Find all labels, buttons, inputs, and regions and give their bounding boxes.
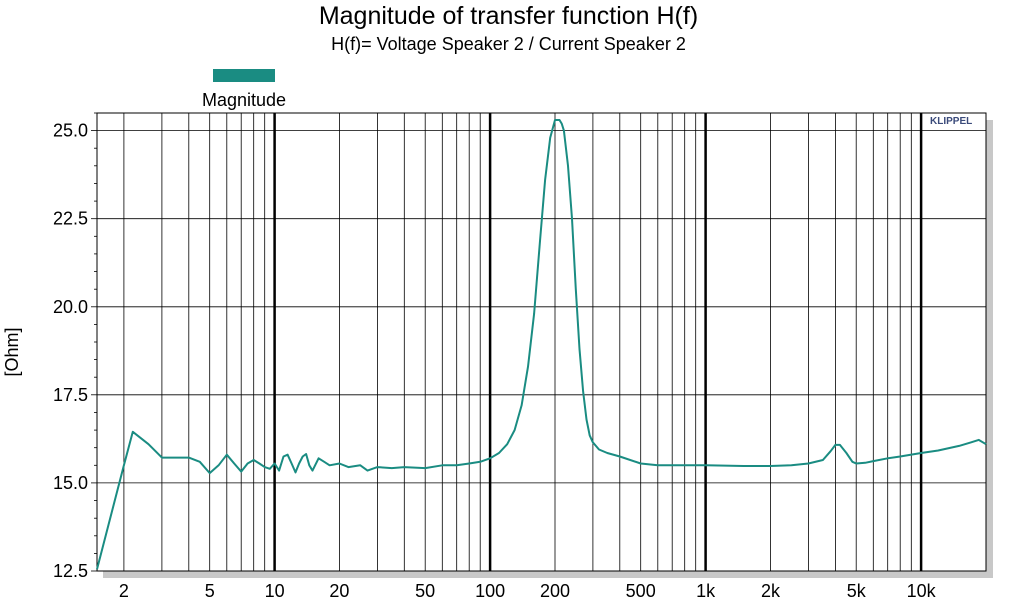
chart-subtitle: H(f)= Voltage Speaker 2 / Current Speake…: [331, 34, 686, 54]
x-tick-label: 50: [415, 581, 435, 601]
x-tick-label: 10k: [907, 581, 937, 601]
x-tick-label: 2k: [761, 581, 781, 601]
x-tick-label: 100: [475, 581, 505, 601]
x-tick-label: 5: [205, 581, 215, 601]
y-tick-label: 17.5: [53, 385, 88, 405]
legend-swatch: [213, 69, 275, 82]
y-axis-ticks: 12.5 15.0 17.5 20.0 22.5 25.0: [53, 112, 97, 581]
x-tick-label: 1k: [696, 581, 716, 601]
y-tick-label: 22.5: [53, 209, 88, 229]
x-tick-label: 500: [626, 581, 656, 601]
legend-label: Magnitude: [202, 90, 286, 110]
y-tick-label: 25.0: [53, 121, 88, 141]
y-tick-label: 20.0: [53, 297, 88, 317]
x-tick-label: 10: [265, 581, 285, 601]
plot-area: [96, 112, 987, 572]
x-tick-label: 200: [540, 581, 570, 601]
x-tick-label: 5k: [847, 581, 867, 601]
y-tick-label: 15.0: [53, 473, 88, 493]
grid-lines: [97, 113, 987, 572]
brand-label: KLIPPEL: [930, 116, 972, 127]
x-tick-label: 2: [119, 581, 129, 601]
y-tick-label: 12.5: [53, 561, 88, 581]
x-tick-label: 20: [329, 581, 349, 601]
series-line-magnitude: [96, 119, 987, 570]
x-axis-ticks: 2 5 10 20 50 100 200 500 1k 2k 5k 10k: [119, 581, 937, 601]
y-axis-label: [Ohm]: [2, 327, 22, 376]
chart-title: Magnitude of transfer function H(f): [318, 2, 699, 30]
